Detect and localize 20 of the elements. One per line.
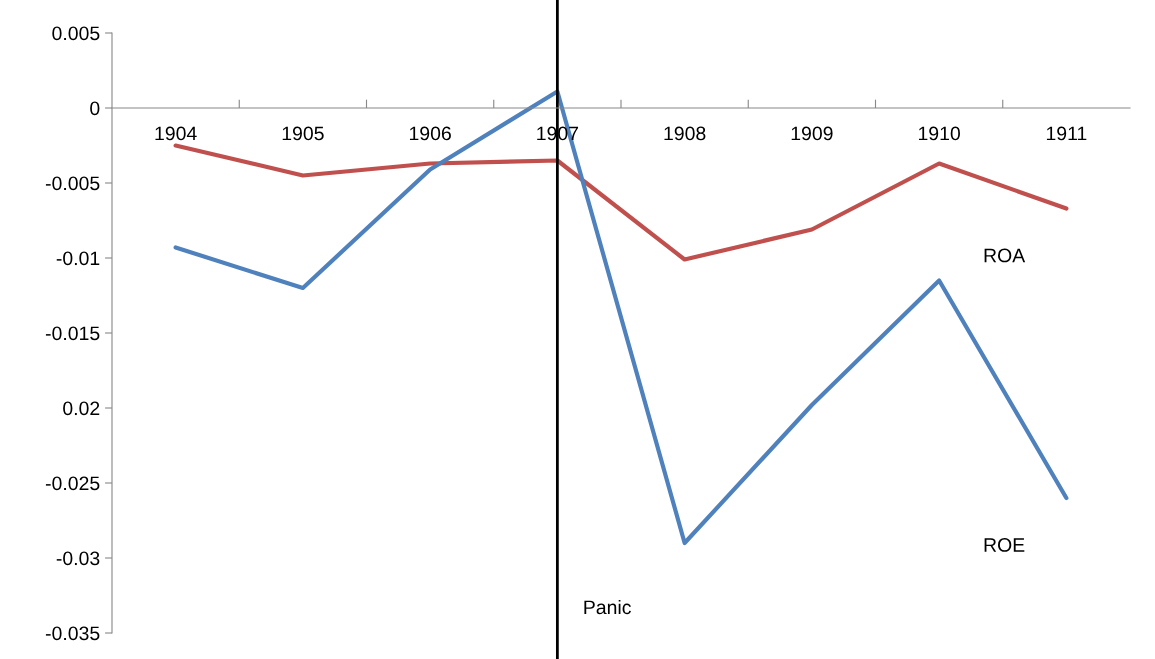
x-tick-label: 1906 (409, 126, 451, 141)
line-series (173, 143, 1069, 262)
y-tick-label: 0 (90, 101, 100, 116)
text: ROE (984, 538, 1025, 552)
x-tick-label: 1908 (664, 126, 706, 141)
x-tick-label: 1910 (918, 126, 960, 141)
x-tick-label: 1911 (1046, 126, 1087, 141)
y-tick-label: -0.015 (45, 326, 100, 341)
x-tick-label: 1905 (282, 126, 324, 141)
ref-line-label: Panic (584, 599, 631, 615)
y-tick-label: -0.005 (45, 176, 100, 191)
x-tick-label: 1909 (791, 126, 833, 141)
text: ROA (984, 248, 1026, 263)
y-tick-label: -0.025 (45, 476, 100, 491)
y-tick-label: 0.02 (63, 401, 100, 416)
y-tick-label: 0.005 (52, 26, 100, 41)
x-tick-label: 1904 (155, 126, 197, 141)
y-tick-label: -0.01 (56, 251, 100, 266)
y-tick-label: -0.03 (56, 551, 100, 566)
y-tick-label: -0.035 (45, 626, 100, 641)
